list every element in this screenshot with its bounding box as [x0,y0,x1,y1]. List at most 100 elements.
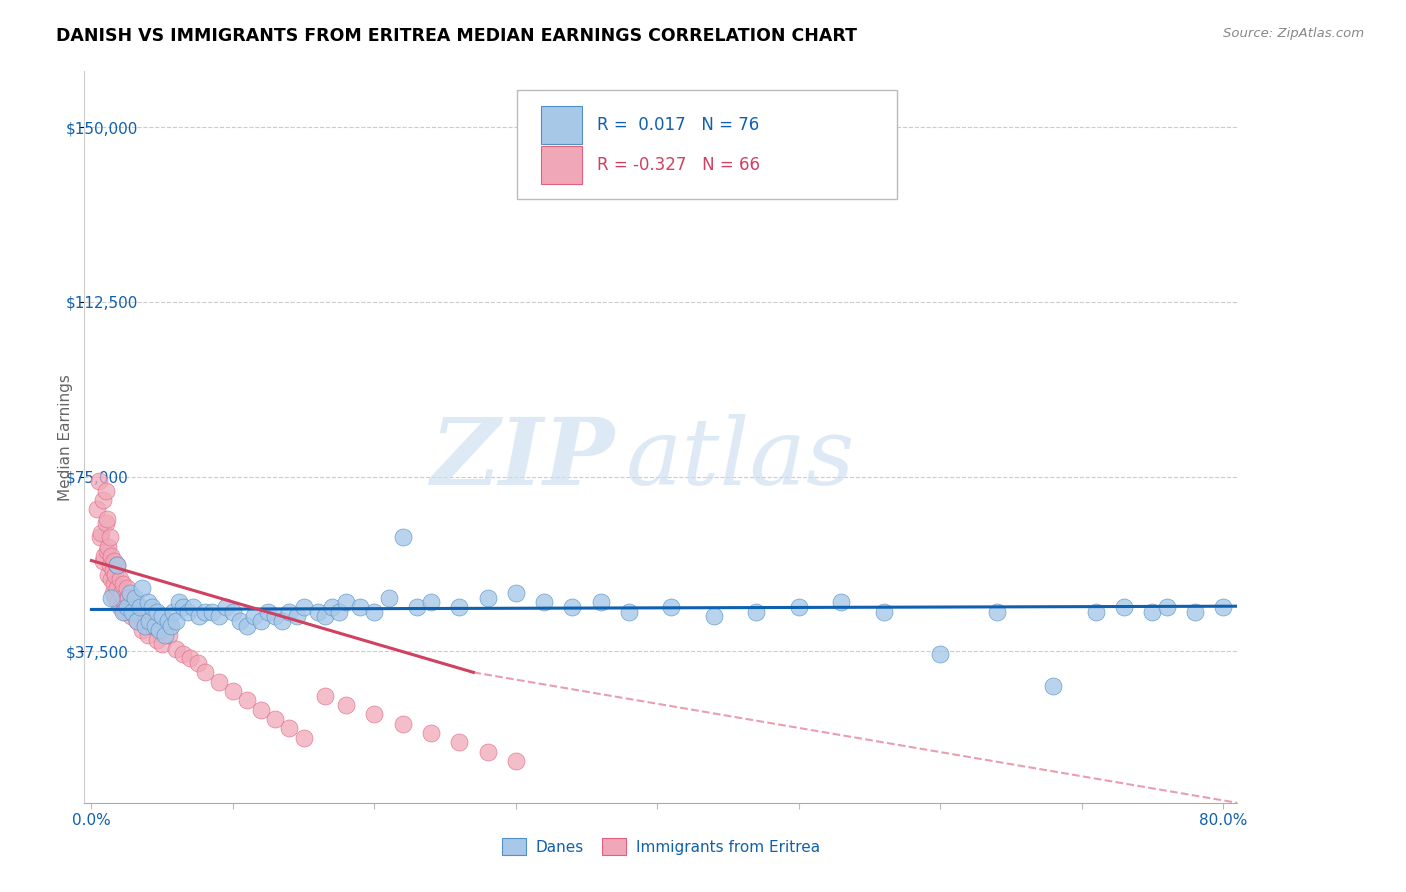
Point [96,544,118,558]
Point [292,600,315,615]
FancyBboxPatch shape [541,106,582,144]
Point [208,674,231,689]
Point [115,600,138,615]
Point [94,483,117,498]
Point [1042,679,1064,693]
Point [477,591,499,605]
Point [1212,600,1234,615]
Point [105,558,128,573]
Point [131,624,153,638]
Point [122,595,145,609]
Text: R =  0.017   N = 76: R = 0.017 N = 76 [598,116,759,134]
Point [141,619,163,633]
Point [194,605,217,619]
Point [420,726,443,740]
Point [136,595,159,609]
Point [745,605,768,619]
Point [176,605,198,619]
Point [172,600,194,615]
Point [222,605,245,619]
Point [141,600,163,615]
Point [101,563,124,577]
Point [215,600,238,615]
Point [131,582,153,596]
Point [98,558,121,573]
Point [477,745,499,759]
Point [165,642,187,657]
Point [278,605,301,619]
Point [929,647,952,661]
Point [86,502,108,516]
Point [89,530,111,544]
Text: atlas: atlas [626,414,856,504]
Point [128,605,150,619]
Point [103,577,125,591]
Point [505,754,527,768]
Point [153,628,176,642]
Point [159,619,181,633]
Point [271,614,294,628]
Point [111,577,134,591]
Point [101,586,124,600]
Point [405,600,427,615]
Point [138,614,160,628]
Point [104,567,127,582]
Point [91,553,114,567]
Point [285,609,308,624]
Point [111,605,134,619]
Point [449,735,471,749]
Point [128,600,150,615]
Point [114,605,136,619]
Point [1084,605,1107,619]
Point [229,614,252,628]
Point [145,605,167,619]
Point [208,609,231,624]
Point [787,600,810,615]
Point [118,600,141,615]
Point [103,553,125,567]
Point [872,605,894,619]
Point [115,582,138,596]
Point [179,651,201,665]
Point [257,605,280,619]
Point [105,558,128,573]
Point [90,525,112,540]
Point [533,595,555,609]
Text: DANISH VS IMMIGRANTS FROM ERITREA MEDIAN EARNINGS CORRELATION CHART: DANISH VS IMMIGRANTS FROM ERITREA MEDIAN… [56,27,858,45]
Point [97,567,120,582]
Point [561,600,583,615]
Point [307,605,329,619]
Point [449,600,471,615]
Point [363,605,385,619]
Point [98,530,121,544]
Point [112,595,135,609]
Point [107,595,129,609]
Point [1156,600,1178,615]
Legend: Danes, Immigrants from Eritrea: Danes, Immigrants from Eritrea [496,832,825,861]
Point [150,637,173,651]
Point [321,600,343,615]
Point [124,591,146,605]
Point [110,586,132,600]
Text: R = -0.327   N = 66: R = -0.327 N = 66 [598,156,761,174]
Point [617,605,640,619]
Point [187,609,209,624]
Point [87,475,110,489]
Point [250,614,273,628]
Point [165,614,187,628]
Point [186,656,208,670]
Point [661,600,683,615]
Point [157,628,180,642]
Point [314,689,336,703]
Point [97,540,120,554]
Point [830,595,852,609]
Point [145,632,167,647]
Point [505,586,527,600]
Point [328,605,350,619]
Point [589,595,612,609]
Point [117,591,139,605]
Point [121,605,143,619]
Point [134,614,156,628]
Point [1184,605,1206,619]
Point [703,609,725,624]
